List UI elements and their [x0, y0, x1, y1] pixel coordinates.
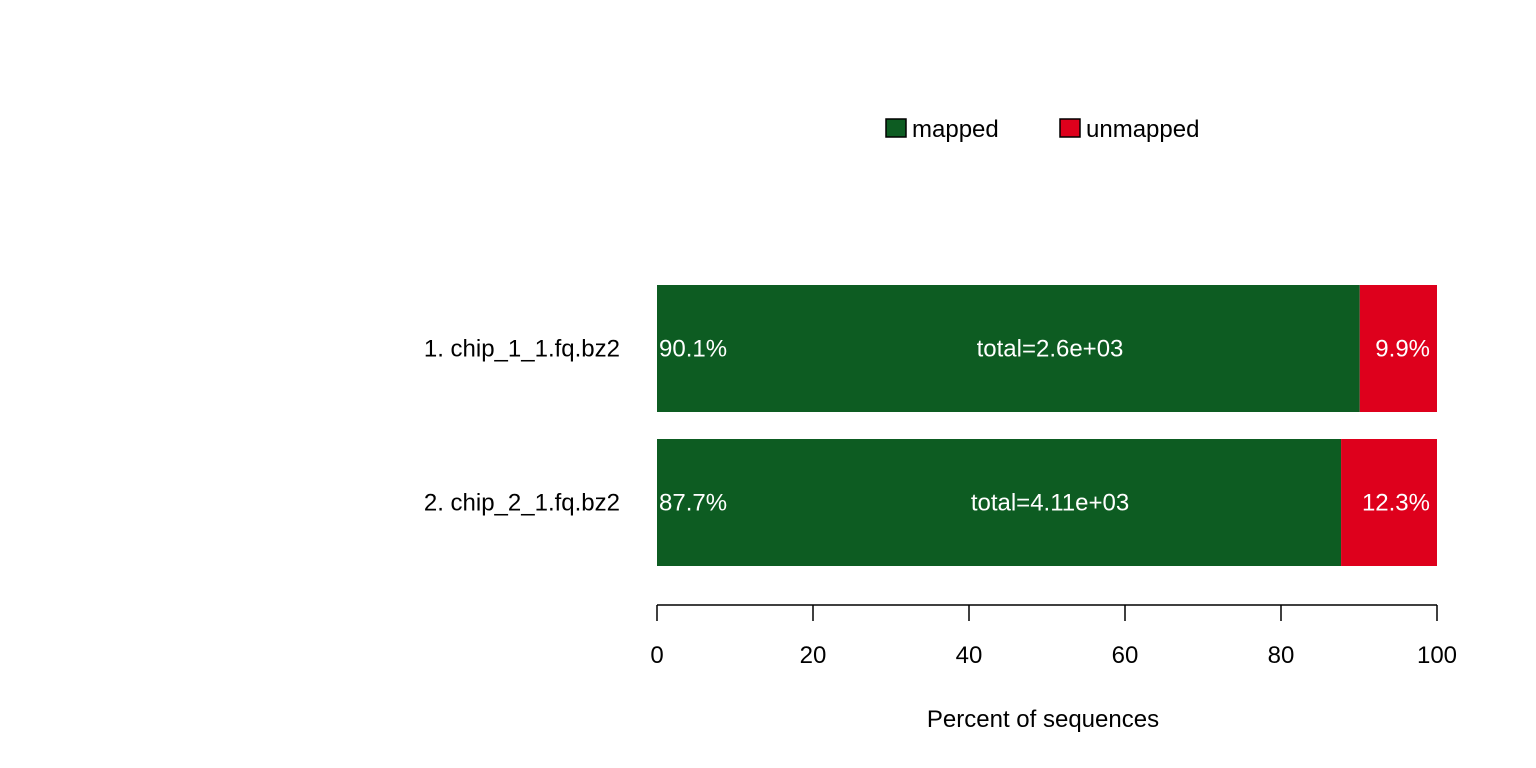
x-tick-label: 100 [1417, 642, 1457, 669]
bar-unmapped [1341, 439, 1437, 566]
x-tick-label: 20 [800, 642, 827, 669]
legend-swatch-unmapped [1059, 118, 1081, 138]
bar-mapped [657, 439, 1342, 566]
bar-label-mapped: 90.1% [659, 336, 727, 363]
x-tick-label: 40 [956, 642, 983, 669]
legend-label-mapped: mapped [912, 116, 999, 143]
x-tick-label: 60 [1112, 642, 1139, 669]
legend-swatch-mapped [885, 118, 907, 138]
legend: mapped unmapped [885, 116, 1199, 143]
row-label: 1. chip_1_1.fq.bz2 [424, 336, 620, 363]
bars: 90.1% 9.9% total=2.6e+03 87.7% 12.3% total=4.… [657, 285, 1437, 566]
row-labels: 1. chip_1_1.fq.bz2 2. chip_2_1.fq.bz2 [424, 336, 620, 517]
bar-label-unmapped: 9.9% [1375, 336, 1430, 363]
bar-mapped [657, 285, 1360, 412]
bar-label-mapped: 87.7% [659, 490, 727, 517]
x-tick-label: 80 [1268, 642, 1295, 669]
bar-label-unmapped: 12.3% [1362, 490, 1430, 517]
row-label: 2. chip_2_1.fq.bz2 [424, 490, 620, 517]
x-axis-title: Percent of sequences [927, 706, 1159, 733]
bar-unmapped [1359, 285, 1437, 412]
legend-label-unmapped: unmapped [1086, 116, 1199, 143]
x-tick-label: 0 [650, 642, 663, 669]
bar-total-label: total=2.6e+03 [977, 336, 1124, 363]
x-axis: 0 20 40 60 80 100 [650, 604, 1457, 669]
bar-total-label: total=4.11e+03 [971, 490, 1129, 517]
